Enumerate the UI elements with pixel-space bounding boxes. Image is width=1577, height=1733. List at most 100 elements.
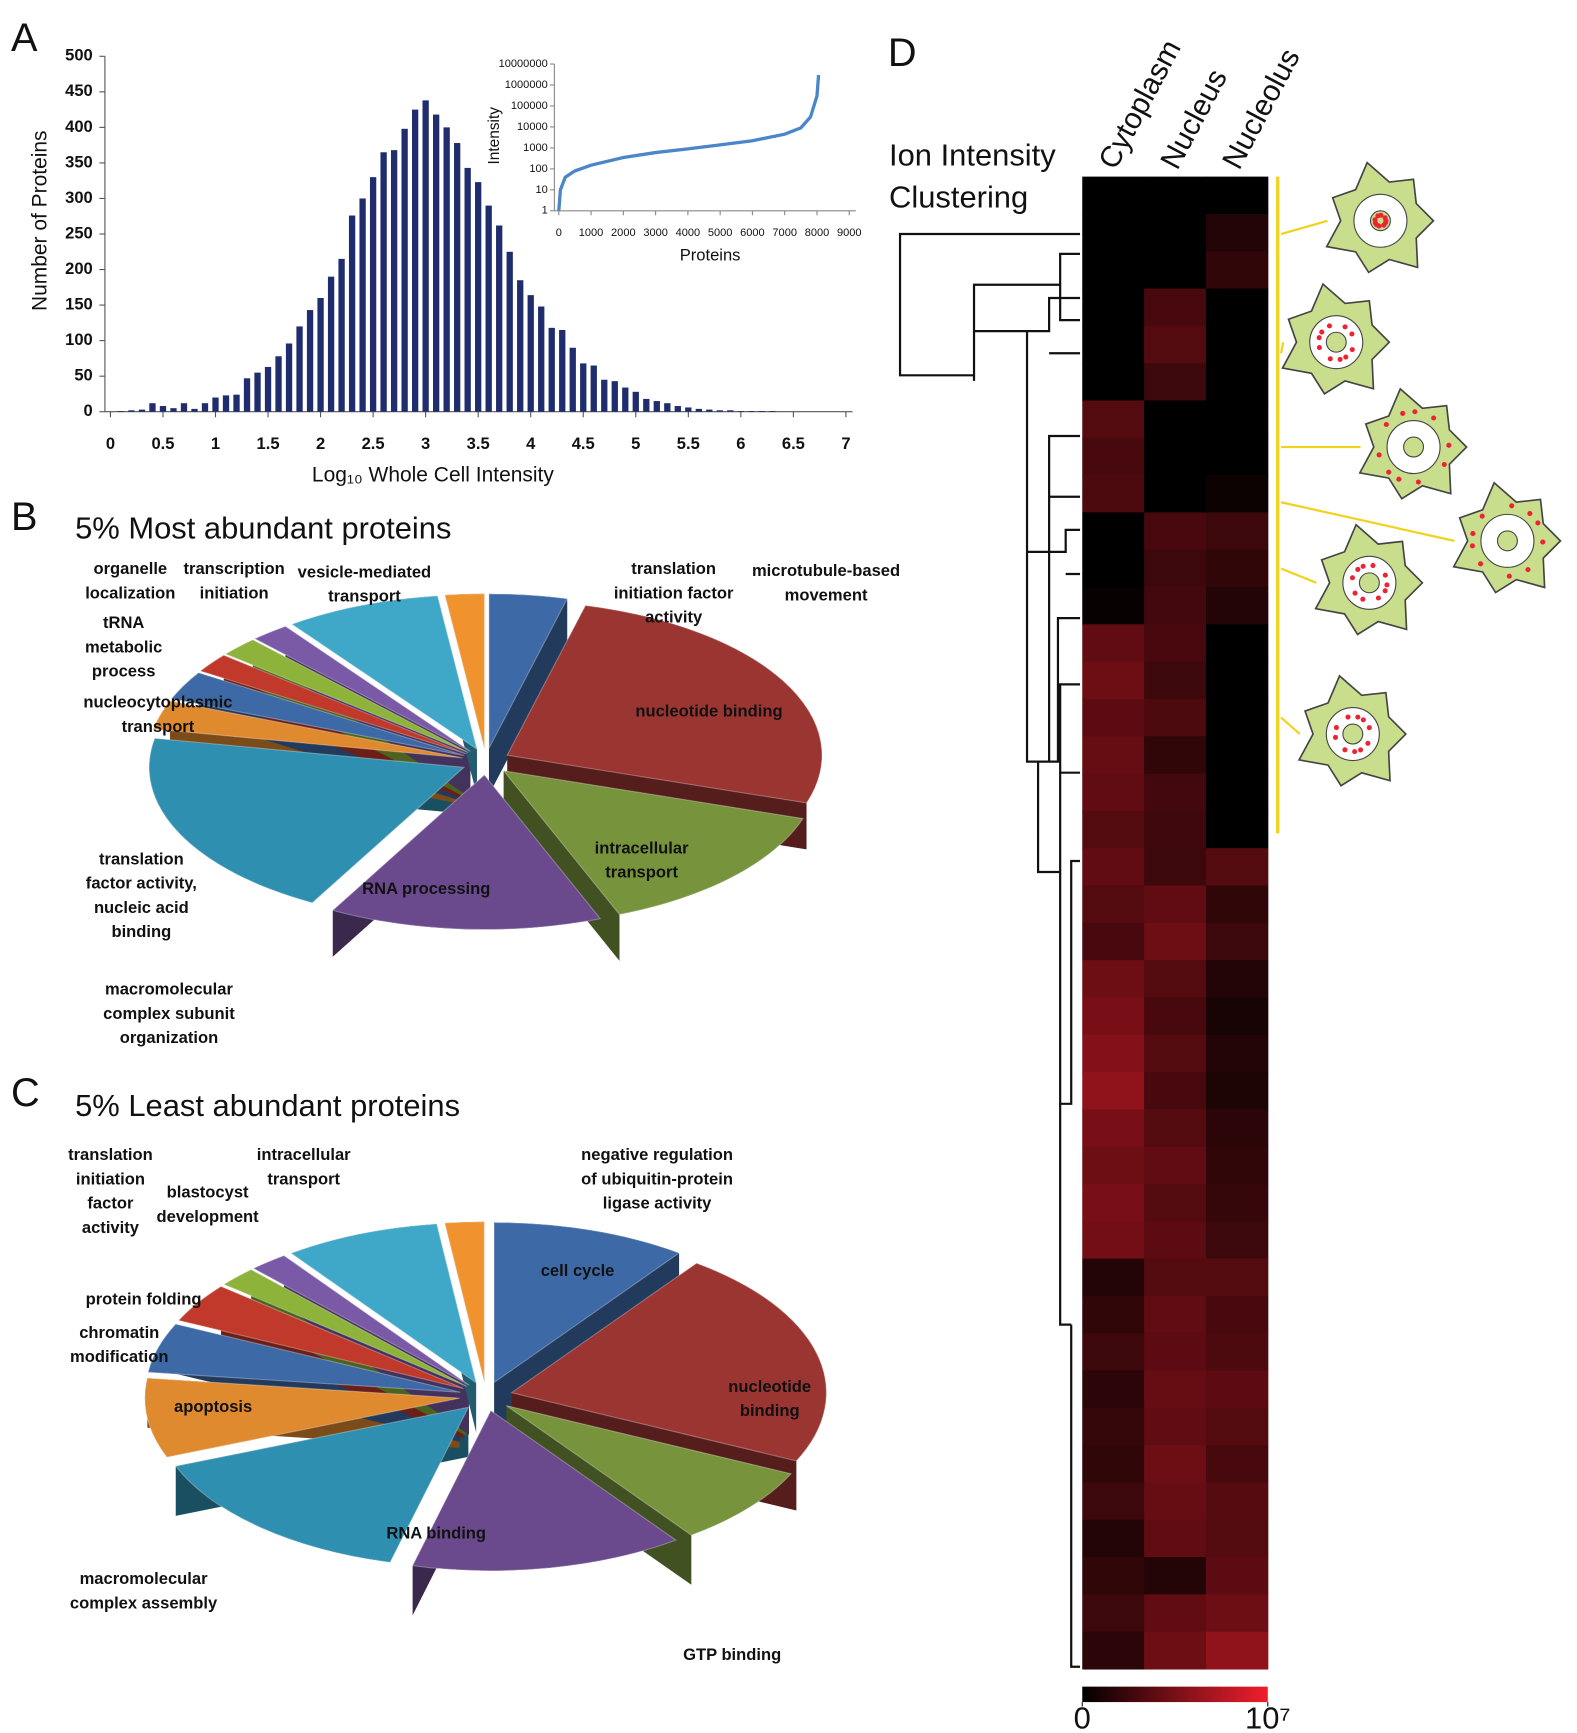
heatmap-cell	[1144, 1184, 1206, 1222]
bar	[286, 343, 292, 411]
y-tick-label: 0	[84, 401, 93, 420]
y-axis-label: Intensity	[486, 107, 503, 165]
slice-label-text: nucleotide binding	[626, 700, 792, 724]
x-tick-label: 5000	[708, 227, 733, 239]
heatmap-cell	[1082, 624, 1144, 662]
x-axis-label: Proteins	[680, 245, 741, 264]
bar	[706, 410, 712, 412]
cell-dot	[1365, 741, 1370, 746]
heatmap-cell	[1082, 1109, 1144, 1147]
y-tick-label: 50	[74, 366, 92, 385]
heatmap-cell	[1144, 1557, 1206, 1595]
bar	[748, 411, 754, 412]
cell-dot	[1319, 330, 1324, 335]
heatmap-cell	[1144, 1147, 1206, 1185]
y-tick-label: 450	[65, 81, 93, 100]
heatmap-cell	[1082, 587, 1144, 625]
x-tick-label: 6.5	[782, 434, 805, 453]
x-tick-label: 2.5	[362, 434, 385, 453]
bar	[370, 177, 376, 412]
heatmap-cell	[1082, 214, 1144, 252]
heatmap-cell	[1144, 1632, 1206, 1670]
y-tick-label: 100	[529, 163, 547, 175]
pie-title: 5% Most abundant proteins	[75, 511, 451, 546]
bar	[233, 395, 239, 412]
cell-dot	[1334, 725, 1339, 730]
heatmap-cell	[1206, 1520, 1268, 1558]
figure: 05010015020025030035040045050000.511.522…	[0, 0, 1577, 1733]
cell-dot	[1327, 323, 1332, 328]
heatmap-cell	[1082, 1072, 1144, 1110]
heatmap-cell	[1144, 662, 1206, 700]
cell-dot	[1396, 477, 1401, 482]
bar	[675, 406, 681, 412]
heatmap-cell	[1144, 251, 1206, 289]
heatmap-cell	[1206, 475, 1268, 513]
colorbar-label: 10⁷	[1245, 1701, 1291, 1733]
dendrogram	[900, 234, 1080, 1667]
cell-dot	[1535, 520, 1540, 525]
heatmap-cell	[1206, 251, 1268, 289]
heatmap-cell	[1206, 1333, 1268, 1371]
cell-dot	[1370, 563, 1375, 568]
bar	[507, 252, 513, 412]
heatmap-cell	[1082, 1594, 1144, 1632]
slice-label: negative regulation of ubiquitin-protein…	[574, 1144, 740, 1254]
bar	[486, 206, 492, 412]
bar	[696, 409, 702, 412]
bar	[538, 307, 544, 412]
bar	[654, 401, 660, 412]
y-tick-label: 350	[65, 152, 93, 171]
x-tick-label: 0.5	[151, 434, 174, 453]
heatmap-cell	[1206, 1482, 1268, 1520]
cell-dot	[1355, 567, 1360, 572]
cell-dot	[1349, 331, 1354, 336]
bar	[181, 403, 187, 412]
cell-dot	[1386, 470, 1391, 475]
slice-label: translation initiation factor activity	[61, 1144, 160, 1254]
heatmap-title: Ion Intensity Clustering	[889, 135, 1088, 234]
heatmap-cell	[1206, 1557, 1268, 1595]
y-tick-label: 200	[65, 259, 93, 278]
y-tick-label: 10000000	[499, 58, 548, 70]
bar	[223, 395, 229, 411]
heatmap-cell	[1144, 1445, 1206, 1483]
cell-nucleolus	[1343, 724, 1363, 744]
heatmap-cell	[1082, 1632, 1144, 1670]
bar	[191, 409, 197, 412]
bar	[275, 356, 281, 411]
bar	[559, 330, 565, 412]
slice-label: protein folding	[66, 1288, 221, 1398]
heatmap-cell	[1082, 1147, 1144, 1185]
slice-label: RNA processing	[349, 878, 504, 988]
y-tick-label: 500	[65, 46, 93, 65]
heatmap-cell	[1144, 214, 1206, 252]
heatmap-cell	[1082, 1371, 1144, 1409]
x-tick-label: 4000	[676, 227, 701, 239]
slice-label: GTP binding	[671, 1644, 792, 1733]
heatmap-cell	[1206, 177, 1268, 215]
slice-label: macromolecular complex assembly	[55, 1567, 232, 1677]
cell-dot	[1353, 591, 1358, 596]
y-tick-label: 250	[65, 223, 93, 242]
x-tick-label: 8000	[805, 227, 830, 239]
heatmap-cell	[1082, 811, 1144, 849]
cell-dot	[1478, 561, 1483, 566]
slice-label: blastocyst development	[152, 1181, 262, 1291]
heatmap-cell	[1082, 1408, 1144, 1446]
colorbar	[1082, 1687, 1268, 1702]
bar	[517, 280, 523, 412]
bar	[244, 378, 250, 411]
colorbar-label: 0	[1074, 1701, 1091, 1733]
cell-dot	[1540, 540, 1545, 545]
heatmap-cell	[1082, 1482, 1144, 1520]
bar	[475, 182, 481, 412]
heatmap-cell	[1082, 1035, 1144, 1073]
bar	[769, 411, 775, 412]
cell-dot	[1377, 452, 1382, 457]
heatmap-cell	[1082, 326, 1144, 364]
bar	[149, 403, 155, 412]
bar	[412, 110, 418, 412]
heatmap-cell	[1206, 550, 1268, 588]
slice-label-text: translation initiation factor activity	[61, 1144, 160, 1241]
